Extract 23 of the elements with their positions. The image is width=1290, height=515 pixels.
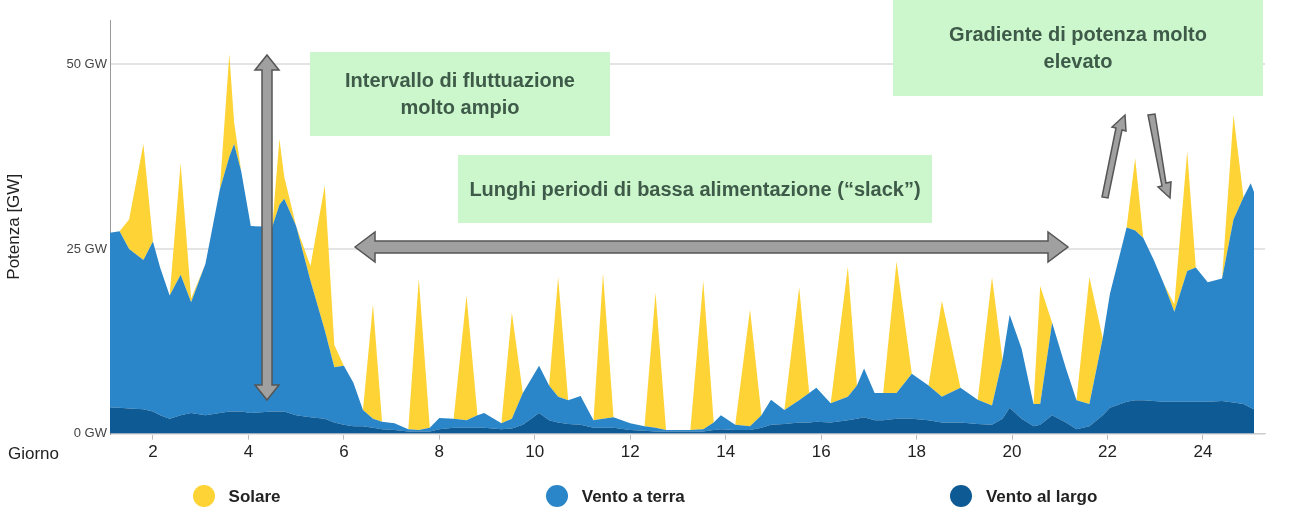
x-tick-label: 12: [620, 442, 640, 462]
x-tick-label: 18: [907, 442, 927, 462]
text-box: Lunghi periodi di bassa alimentazione (“slack”): [458, 155, 932, 223]
x-tick-label: 8: [434, 442, 445, 462]
x-tick-label: 6: [339, 442, 349, 462]
y-tick-label: 50 GW: [66, 55, 108, 71]
legend-label: Vento a terra: [581, 487, 685, 507]
text-box: Gradiente di potenza molto elevato: [893, 0, 1263, 96]
y-axis-title: Potenza [GW]: [3, 173, 23, 280]
x-tick-label: 4: [243, 442, 254, 462]
y-tick-label: 25 GW: [66, 240, 108, 256]
legend-label: Vento al largo: [985, 487, 1098, 507]
x-tick-label: 24: [1193, 442, 1213, 462]
x-tick-label: 14: [716, 442, 736, 462]
x-tick-label: 20: [1002, 442, 1022, 462]
x-tick-label: 22: [1098, 442, 1117, 462]
legend-label: Solare: [228, 487, 281, 507]
x-axis-title: Giorno: [8, 443, 60, 463]
x-tick-label: 10: [525, 442, 545, 462]
y-tick-label: 0 GW: [73, 425, 108, 441]
x-tick-label: 16: [811, 442, 831, 462]
text-box: Intervallo di fluttuazione molto ampio: [310, 52, 610, 136]
x-tick-label: 2: [148, 442, 158, 462]
